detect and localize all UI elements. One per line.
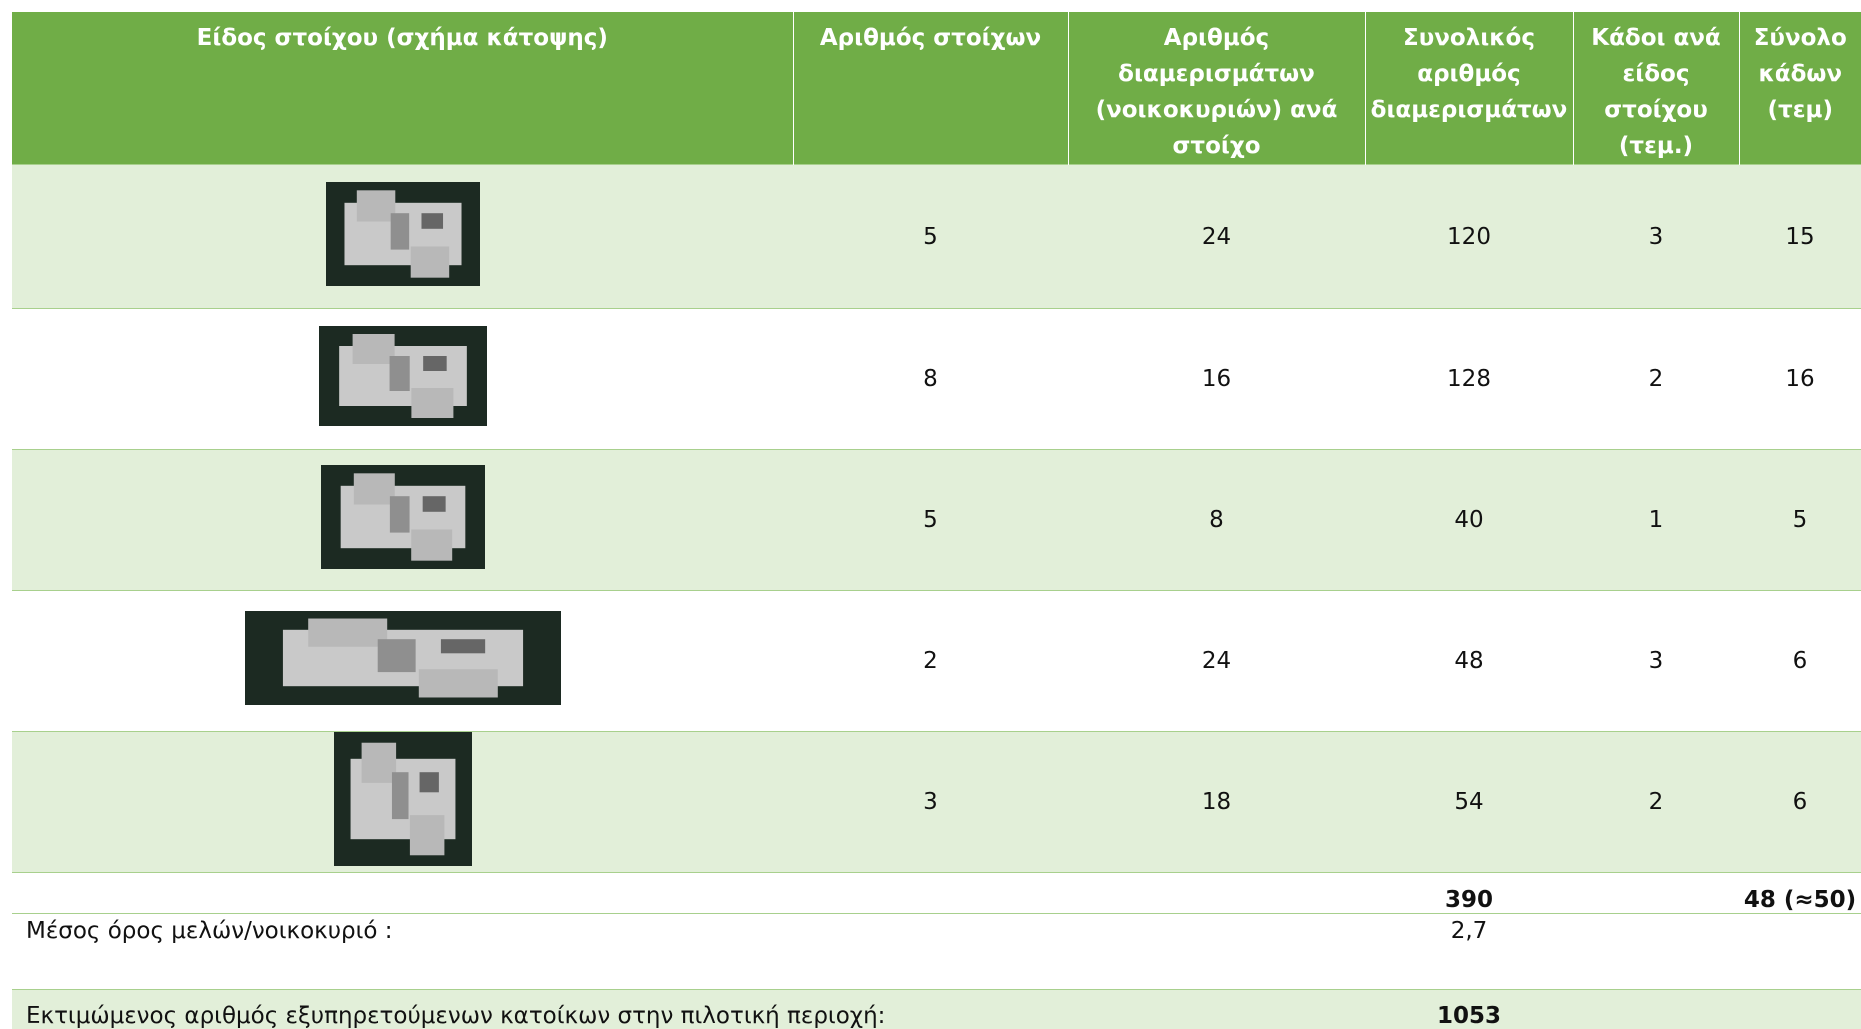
value-cell: 48 [1365, 591, 1573, 732]
column-header: Αριθμός διαμερισμάτων (νοικοκυριών) ανά … [1068, 12, 1365, 165]
estimate-label: Εκτιμώμενος αριθμός εξυπηρετούμενων κατο… [12, 990, 1365, 1029]
value-cell: 5 [793, 165, 1068, 309]
header-row: Είδος στοίχου (σχήμα κάτοψης)Αριθμός στο… [12, 12, 1861, 165]
value-cell: 24 [1068, 591, 1365, 732]
value-cell: 5 [1739, 450, 1861, 591]
plan-cell [12, 309, 793, 450]
aerial-image [321, 465, 485, 569]
average-value: 2,7 [1365, 914, 1573, 990]
value-cell: 1 [1573, 450, 1739, 591]
bins-table: Είδος στοίχου (σχήμα κάτοψης)Αριθμός στο… [12, 12, 1861, 1029]
estimate-value: 1053 [1365, 990, 1573, 1029]
column-header: Συνολικός αριθμός διαμερισμάτων [1365, 12, 1573, 165]
aerial-image [319, 326, 487, 426]
empty-cell [1573, 914, 1861, 990]
plan-cell [12, 591, 793, 732]
value-cell: 16 [1739, 309, 1861, 450]
plan-cell [12, 732, 793, 873]
column-header: Κάδοι ανά είδος στοίχου (τεμ.) [1573, 12, 1739, 165]
plan-cell [12, 165, 793, 309]
estimate-row: Εκτιμώμενος αριθμός εξυπηρετούμενων κατο… [12, 990, 1861, 1029]
column-header: Αριθμός στοίχων [793, 12, 1068, 165]
aerial-image [245, 611, 561, 705]
average-label: Μέσος όρος μελών/νοικοκυριό : [12, 914, 1365, 990]
column-header: Σύνολο κάδων (τεμ) [1739, 12, 1861, 165]
empty-cell [1573, 873, 1739, 914]
column-header: Είδος στοίχου (σχήμα κάτοψης) [12, 12, 793, 165]
empty-cell [1573, 990, 1861, 1029]
value-cell: 40 [1365, 450, 1573, 591]
value-cell: 3 [793, 732, 1068, 873]
totals-row: 390 48 (≈50) [12, 873, 1861, 914]
value-cell: 16 [1068, 309, 1365, 450]
value-cell: 120 [1365, 165, 1573, 309]
total-apartments: 390 [1365, 873, 1573, 914]
value-cell: 2 [1573, 732, 1739, 873]
empty-cell [12, 873, 1365, 914]
value-cell: 8 [793, 309, 1068, 450]
value-cell: 6 [1739, 591, 1861, 732]
page: Είδος στοίχου (σχήμα κάτοψης)Αριθμός στο… [0, 0, 1861, 994]
value-cell: 5 [793, 450, 1068, 591]
value-cell: 8 [1068, 450, 1365, 591]
value-cell: 2 [1573, 309, 1739, 450]
average-row: Μέσος όρος μελών/νοικοκυριό :2,7 [12, 914, 1861, 990]
value-cell: 15 [1739, 165, 1861, 309]
aerial-image [334, 732, 472, 866]
value-cell: 24 [1068, 165, 1365, 309]
value-cell: 6 [1739, 732, 1861, 873]
value-cell: 3 [1573, 165, 1739, 309]
aerial-image [326, 182, 480, 286]
total-bins: 48 (≈50) [1739, 873, 1861, 914]
plan-cell [12, 450, 793, 591]
value-cell: 128 [1365, 309, 1573, 450]
value-cell: 18 [1068, 732, 1365, 873]
value-cell: 2 [793, 591, 1068, 732]
value-cell: 54 [1365, 732, 1573, 873]
value-cell: 3 [1573, 591, 1739, 732]
